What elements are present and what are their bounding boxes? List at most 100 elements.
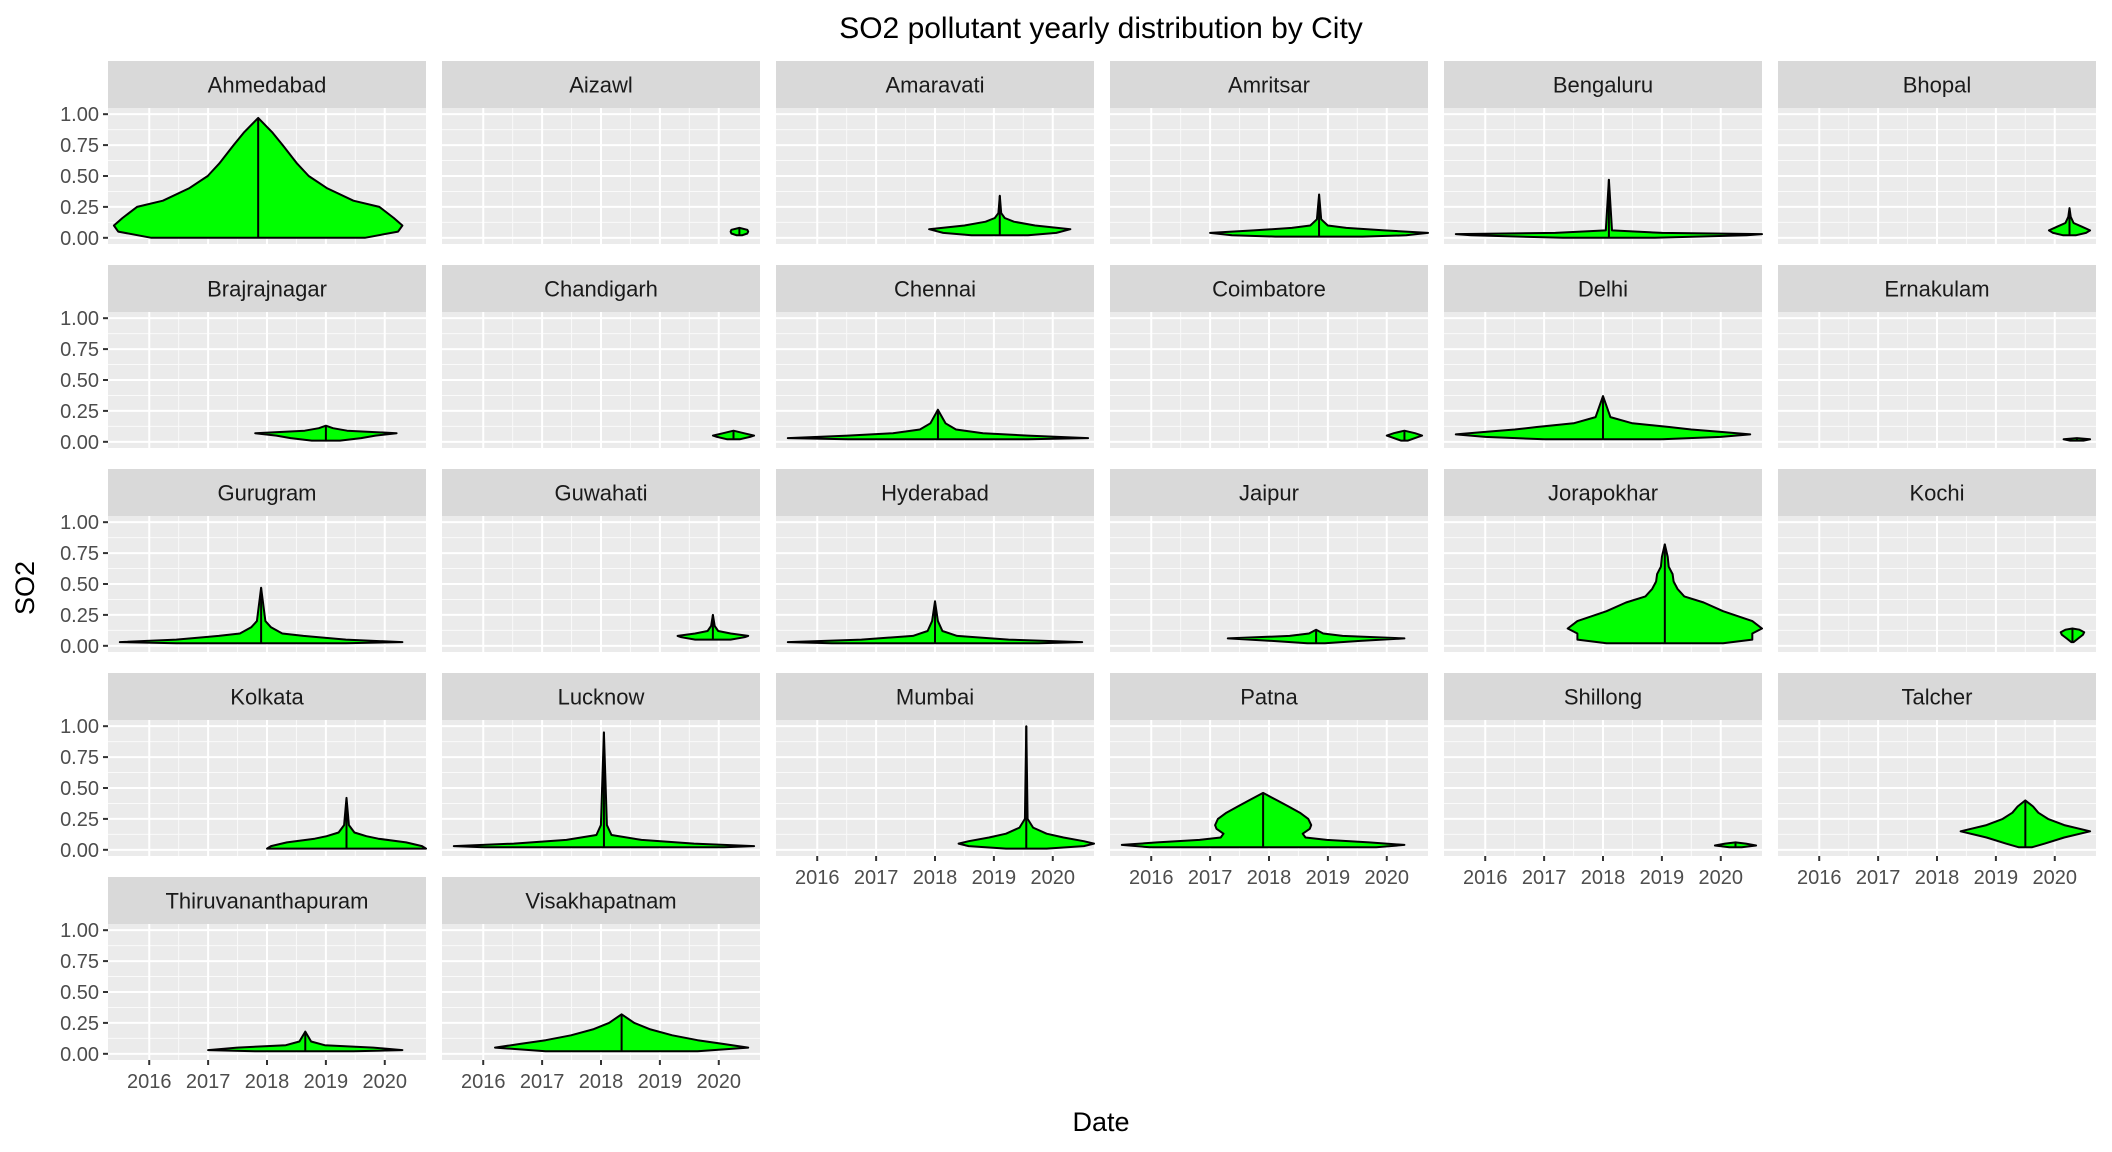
y-tick-label: 0.25 bbox=[60, 197, 99, 219]
x-tick-label: 2020 bbox=[697, 1071, 742, 1093]
facet-strip-label: Gurugram bbox=[217, 481, 316, 506]
facet-ahmedabad: Ahmedabad 0.00 0.25 0.50 0.75 1.00 bbox=[60, 61, 426, 250]
facet-strip-label: Chandigarh bbox=[544, 277, 658, 302]
facet-strip bbox=[1444, 673, 1762, 720]
y-tick-label: 0.50 bbox=[60, 166, 99, 188]
x-tick-label: 2017 bbox=[854, 867, 899, 889]
facet-strip bbox=[108, 673, 426, 720]
y-tick-label: 0.50 bbox=[60, 982, 99, 1004]
x-tick-label: 2017 bbox=[1188, 867, 1233, 889]
x-tick-label: 2019 bbox=[304, 1071, 349, 1093]
x-tick-label: 2016 bbox=[795, 867, 840, 889]
facet-strip bbox=[1778, 61, 2096, 108]
x-tick-label: 2019 bbox=[1640, 867, 1685, 889]
facet-strip-label: Shillong bbox=[1564, 685, 1642, 710]
facet-strip bbox=[108, 469, 426, 516]
y-tick-label: 0.25 bbox=[60, 401, 99, 423]
facet-strip-label: Delhi bbox=[1578, 277, 1628, 302]
facet-strip bbox=[1444, 265, 1762, 312]
facet-strip-label: Coimbatore bbox=[1212, 277, 1326, 302]
facet-hyderabad: Hyderabad bbox=[776, 469, 1094, 652]
y-tick-label: 1.00 bbox=[60, 512, 99, 534]
facet-strip-label: Kolkata bbox=[230, 685, 304, 710]
y-tick-label: 0.25 bbox=[60, 605, 99, 627]
facet-strip-label: Thiruvananthapuram bbox=[165, 889, 368, 914]
facet-strip-label: Talcher bbox=[1902, 685, 1973, 710]
chart-title: SO2 pollutant yearly distribution by Cit… bbox=[839, 12, 1363, 45]
facet-strip bbox=[1778, 265, 2096, 312]
facet-bengaluru: Bengaluru bbox=[1444, 61, 1763, 244]
x-tick-label: 2018 bbox=[579, 1071, 624, 1093]
facet-strip bbox=[1778, 673, 2096, 720]
facet-strip-label: Aizawl bbox=[569, 73, 633, 98]
facet-strip bbox=[1110, 61, 1428, 108]
facet-strip-label: Brajrajnagar bbox=[207, 277, 327, 302]
facet-strip bbox=[1444, 469, 1762, 516]
facet-chandigarh: Chandigarh bbox=[442, 265, 760, 448]
facet-strip-label: Amritsar bbox=[1228, 73, 1310, 98]
x-tick-label: 2020 bbox=[1365, 867, 1410, 889]
facet-chennai: Chennai bbox=[776, 265, 1094, 448]
y-tick-label: 1.00 bbox=[60, 716, 99, 738]
facet-strip-label: Amaravati bbox=[885, 73, 984, 98]
x-tick-label: 2020 bbox=[363, 1071, 408, 1093]
x-tick-label: 2020 bbox=[1699, 867, 1744, 889]
facet-panels: Ahmedabad 0.00 0.25 0.50 0.75 1.00 Aizawl Amara… bbox=[60, 61, 2096, 1093]
y-tick-label: 0.00 bbox=[60, 432, 99, 454]
y-tick-label: 0.75 bbox=[60, 747, 99, 769]
facet-strip bbox=[442, 877, 760, 924]
facet-patna: Patna 2016 2017 2018 2019 2020 bbox=[1110, 673, 1428, 889]
facet-strip-label: Patna bbox=[1240, 685, 1298, 710]
facet-thiruvananthapuram: Thiruvananthapuram 0.00 0.25 0.50 0.75 1.00 20… bbox=[60, 877, 426, 1093]
x-tick-label: 2018 bbox=[1915, 867, 1960, 889]
facet-kochi: Kochi bbox=[1778, 469, 2096, 652]
x-tick-label: 2018 bbox=[913, 867, 958, 889]
facet-talcher: Talcher 2016 2017 2018 2019 2020 bbox=[1778, 673, 2096, 889]
facet-coimbatore: Coimbatore bbox=[1110, 265, 1428, 448]
facet-strip-label: Chennai bbox=[894, 277, 976, 302]
facet-strip bbox=[1110, 469, 1428, 516]
facet-strip-label: Kochi bbox=[1909, 481, 1964, 506]
y-tick-label: 0.50 bbox=[60, 778, 99, 800]
y-tick-label: 0.75 bbox=[60, 543, 99, 565]
facet-brajrajnagar: Brajrajnagar 0.00 0.25 0.50 0.75 1.00 bbox=[60, 265, 426, 454]
facet-strip bbox=[1444, 61, 1762, 108]
y-tick-label: 1.00 bbox=[60, 920, 99, 942]
x-tick-label: 2019 bbox=[972, 867, 1017, 889]
facet-strip bbox=[442, 265, 760, 312]
facet-amritsar: Amritsar bbox=[1110, 61, 1429, 244]
facet-jorapokhar: Jorapokhar bbox=[1444, 469, 1763, 652]
x-tick-label: 2016 bbox=[1129, 867, 1174, 889]
x-tick-label: 2019 bbox=[1306, 867, 1351, 889]
x-tick-label: 2018 bbox=[1247, 867, 1292, 889]
facet-strip bbox=[776, 673, 1094, 720]
facet-kolkata: Kolkata 0.00 0.25 0.50 0.75 1.00 bbox=[60, 673, 427, 862]
facet-guwahati: Guwahati bbox=[442, 469, 760, 652]
facet-amaravati: Amaravati bbox=[776, 61, 1094, 244]
x-tick-label: 2018 bbox=[245, 1071, 290, 1093]
facet-strip-label: Bhopal bbox=[1903, 73, 1972, 98]
y-tick-label: 0.25 bbox=[60, 1013, 99, 1035]
facet-delhi: Delhi bbox=[1444, 265, 1762, 448]
facet-strip-label: Lucknow bbox=[558, 685, 645, 710]
facet-strip-label: Mumbai bbox=[896, 685, 974, 710]
facet-strip bbox=[1778, 469, 2096, 516]
facet-strip bbox=[776, 469, 1094, 516]
x-tick-label: 2019 bbox=[638, 1071, 683, 1093]
y-tick-label: 1.00 bbox=[60, 308, 99, 330]
facet-strip bbox=[442, 469, 760, 516]
y-tick-label: 1.00 bbox=[60, 104, 99, 126]
facet-strip bbox=[108, 877, 426, 924]
y-tick-label: 0.75 bbox=[60, 135, 99, 157]
y-tick-label: 0.50 bbox=[60, 574, 99, 596]
facet-gurugram: Gurugram 0.00 0.25 0.50 0.75 1.00 bbox=[60, 469, 426, 658]
facet-shillong: Shillong 2016 2017 2018 2019 2020 bbox=[1444, 673, 1762, 889]
x-tick-label: 2017 bbox=[520, 1071, 565, 1093]
facet-mumbai: Mumbai 2016 2017 2018 2019 2020 bbox=[776, 673, 1095, 889]
x-axis-title: Date bbox=[1072, 1107, 1129, 1137]
y-tick-label: 0.00 bbox=[60, 1044, 99, 1066]
x-tick-label: 2016 bbox=[1463, 867, 1508, 889]
facet-strip bbox=[108, 265, 426, 312]
facet-strip-label: Jorapokhar bbox=[1548, 481, 1658, 506]
